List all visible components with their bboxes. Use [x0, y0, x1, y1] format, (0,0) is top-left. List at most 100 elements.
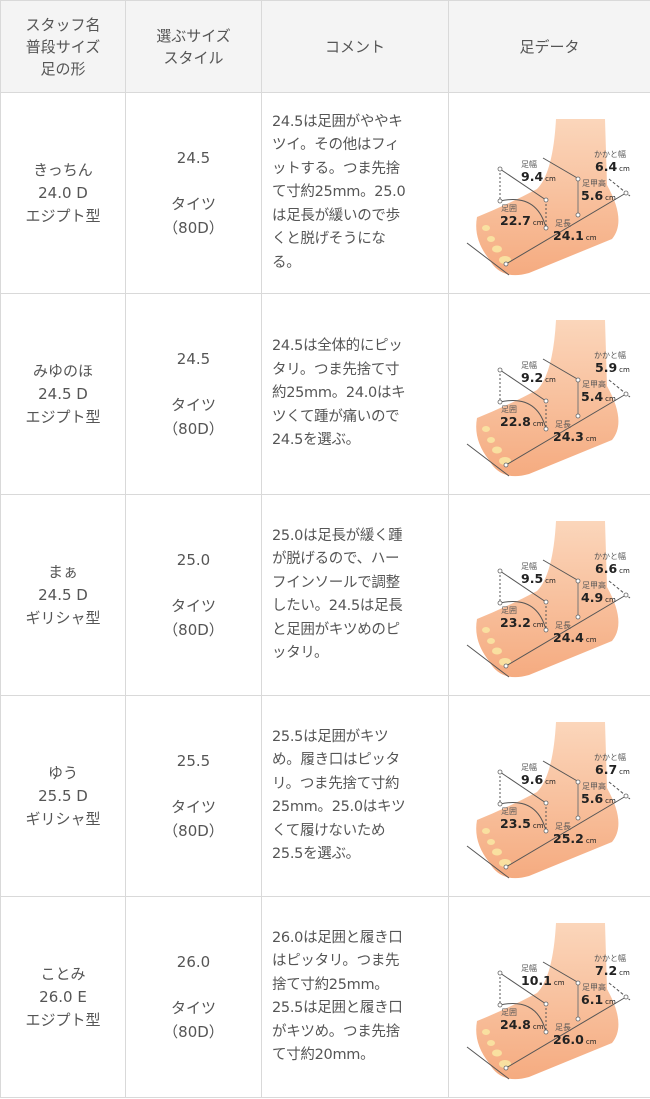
- heel-width-label: かかと幅: [594, 753, 626, 762]
- toes: [482, 426, 511, 465]
- table-row: みゆのほ 24.5 D エジプト型 24.5 タイツ （80D） 24.5は全体…: [0, 293, 650, 495]
- style: タイツ （80D）: [163, 396, 224, 438]
- comment: 24.5は全体的にピッ タリ。つま先捨て寸 約25mm。24.0はキ ツくて踵が…: [261, 293, 449, 495]
- foot-width-value: 9.2 cm: [521, 370, 556, 385]
- table-header-row: スタッフ名 普段サイズ 足の形 選ぶサイズ スタイル コメント 足データ: [0, 0, 650, 93]
- instep-height-value: 5.6 cm: [581, 791, 616, 806]
- comment: 25.5は足囲がキツ め。履き口はピッタ リ。つま先捨て寸約 25mm。25.0…: [261, 695, 449, 897]
- foot-shape: [476, 923, 619, 1080]
- instep-height-label: 足甲高: [582, 380, 606, 389]
- foot-length-value: 24.3 cm: [553, 429, 597, 444]
- foot-length-value: 24.4 cm: [553, 630, 597, 645]
- staff-info: ことみ 26.0 E エジプト型: [0, 896, 126, 1098]
- comment: 26.0は足囲と履き口 はピッタリ。つま先 捨て寸約25mm。 25.5は足囲と…: [261, 896, 449, 1098]
- heel-width-value: 5.9 cm: [595, 360, 630, 375]
- chosen-size: 24.5: [176, 350, 211, 368]
- foot-length-value: 24.1 cm: [553, 228, 597, 243]
- comment: 24.5は足囲がややキ ツイ。その他はフィ ットする。つま先捨 て寸約25mm。…: [261, 92, 449, 294]
- foot-length-label: 足長: [555, 420, 571, 429]
- foot-width-value: 9.6 cm: [521, 772, 556, 787]
- foot-illustration: [466, 722, 631, 879]
- foot-width-value: 9.4 cm: [521, 169, 556, 184]
- heel-width-value: 7.2 cm: [595, 963, 630, 978]
- instep-height-value: 5.6 cm: [581, 188, 616, 203]
- heel-width-value: 6.4 cm: [595, 159, 630, 174]
- staff-info: みゆのほ 24.5 D エジプト型: [0, 293, 126, 495]
- instep-height-label: 足甲高: [582, 983, 606, 992]
- foot-data: 足幅 9.2 cm かかと幅 5.9 cm 足甲高 5.4 cm 足囲 22.8 cm …: [448, 293, 650, 495]
- foot-width-label: 足幅: [521, 160, 537, 169]
- foot-girth-label: 足囲: [501, 204, 517, 213]
- size-style-cell: 25.0 タイツ （80D）: [125, 494, 262, 696]
- foot-girth-value: 24.8 cm: [500, 1017, 544, 1032]
- foot-width-label: 足幅: [521, 562, 537, 571]
- staff-info: ゆう 25.5 D ギリシャ型: [0, 695, 126, 897]
- foot-length-label: 足長: [555, 822, 571, 831]
- table-row: ゆう 25.5 D ギリシャ型 25.5 タイツ （80D） 25.5は足囲がキ…: [0, 695, 650, 897]
- toes: [482, 1029, 511, 1068]
- style: タイツ （80D）: [163, 597, 224, 639]
- header-staff: スタッフ名 普段サイズ 足の形: [0, 0, 126, 93]
- foot-girth-label: 足囲: [501, 405, 517, 414]
- foot-girth-label: 足囲: [501, 1008, 517, 1017]
- foot-width-value: 9.5 cm: [521, 571, 556, 586]
- heel-width-value: 6.7 cm: [595, 762, 630, 777]
- foot-shape: [476, 119, 619, 276]
- foot-width-label: 足幅: [521, 763, 537, 772]
- table-row: ことみ 26.0 E エジプト型 26.0 タイツ （80D） 26.0は足囲と…: [0, 896, 650, 1098]
- foot-shape: [476, 521, 619, 678]
- toes: [482, 828, 511, 867]
- chosen-size: 24.5: [176, 149, 211, 167]
- size-style-cell: 24.5 タイツ （80D）: [125, 92, 262, 294]
- table-row: まぁ 24.5 D ギリシャ型 25.0 タイツ （80D） 25.0は足長が緩…: [0, 494, 650, 696]
- heel-width-label: かかと幅: [594, 552, 626, 561]
- foot-length-label: 足長: [555, 621, 571, 630]
- size-style-cell: 24.5 タイツ （80D）: [125, 293, 262, 495]
- foot-girth-value: 22.7 cm: [500, 213, 544, 228]
- heel-width-label: かかと幅: [594, 954, 626, 963]
- size-style-cell: 25.5 タイツ （80D）: [125, 695, 262, 897]
- chosen-size: 26.0: [176, 953, 211, 971]
- heel-width-label: かかと幅: [594, 351, 626, 360]
- staff-info: きっちん 24.0 D エジプト型: [0, 92, 126, 294]
- foot-illustration: [466, 320, 631, 477]
- foot-illustration: [466, 119, 631, 276]
- staff-info: まぁ 24.5 D ギリシャ型: [0, 494, 126, 696]
- foot-width-value: 10.1 cm: [521, 973, 565, 988]
- heel-width-value: 6.6 cm: [595, 561, 630, 576]
- foot-shape: [476, 722, 619, 879]
- foot-width-label: 足幅: [521, 361, 537, 370]
- instep-height-label: 足甲高: [582, 179, 606, 188]
- instep-height-label: 足甲高: [582, 581, 606, 590]
- style: タイツ （80D）: [163, 195, 224, 237]
- instep-height-value: 4.9 cm: [581, 590, 616, 605]
- instep-height-label: 足甲高: [582, 782, 606, 791]
- foot-illustration: [466, 521, 631, 678]
- foot-length-label: 足長: [555, 1023, 571, 1032]
- size-style-cell: 26.0 タイツ （80D）: [125, 896, 262, 1098]
- foot-length-value: 25.2 cm: [553, 831, 597, 846]
- chosen-size: 25.5: [176, 752, 211, 770]
- style: タイツ （80D）: [163, 798, 224, 840]
- foot-data: 足幅 9.4 cm かかと幅 6.4 cm 足甲高 5.6 cm 足囲 22.7 cm …: [448, 92, 650, 294]
- header-comment: コメント: [261, 0, 449, 93]
- foot-shape: [476, 320, 619, 477]
- comment: 25.0は足長が緩く踵 が脱げるので、ハー フインソールで調整 したい。24.5…: [261, 494, 449, 696]
- foot-data: 足幅 9.5 cm かかと幅 6.6 cm 足甲高 4.9 cm 足囲 23.2 cm …: [448, 494, 650, 696]
- toes: [482, 627, 511, 666]
- foot-girth-label: 足囲: [501, 807, 517, 816]
- table-row: きっちん 24.0 D エジプト型 24.5 タイツ （80D） 24.5は足囲…: [0, 92, 650, 294]
- foot-girth-label: 足囲: [501, 606, 517, 615]
- style: タイツ （80D）: [163, 999, 224, 1041]
- foot-girth-value: 23.2 cm: [500, 615, 544, 630]
- foot-data: 足幅 10.1 cm かかと幅 7.2 cm 足甲高 6.1 cm 足囲 24.8 cm…: [448, 896, 650, 1098]
- foot-length-value: 26.0 cm: [553, 1032, 597, 1047]
- foot-width-label: 足幅: [521, 964, 537, 973]
- header-foot-data: 足データ: [448, 0, 650, 93]
- header-size-style: 選ぶサイズ スタイル: [125, 0, 262, 93]
- foot-data: 足幅 9.6 cm かかと幅 6.7 cm 足甲高 5.6 cm 足囲 23.5 cm …: [448, 695, 650, 897]
- instep-height-value: 5.4 cm: [581, 389, 616, 404]
- instep-height-value: 6.1 cm: [581, 992, 616, 1007]
- foot-girth-value: 23.5 cm: [500, 816, 544, 831]
